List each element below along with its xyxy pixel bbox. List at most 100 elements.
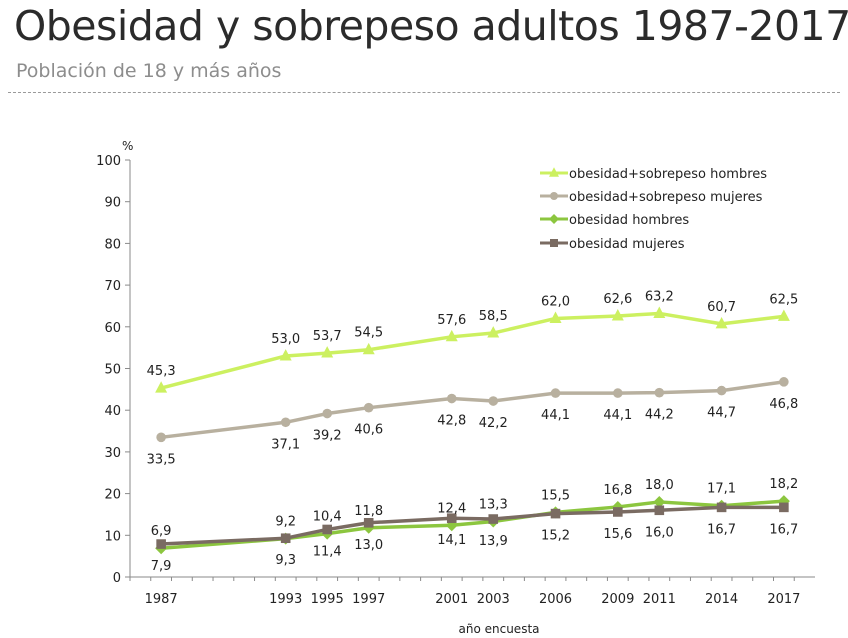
y-tick-label: 60 <box>104 321 121 336</box>
data-label: 37,1 <box>271 437 300 452</box>
y-tick-label: 100 <box>96 154 121 169</box>
data-point-square <box>716 502 727 513</box>
x-tick-label: 1987 <box>145 592 178 607</box>
data-point-diamond <box>549 214 559 224</box>
y-tick-label: 0 <box>113 571 121 586</box>
data-point-square <box>280 533 291 544</box>
data-point-square <box>322 524 332 535</box>
x-tick-label: 2014 <box>705 592 738 607</box>
x-tick-label: 1997 <box>352 592 385 607</box>
data-point-square <box>654 505 665 516</box>
data-point-circle <box>716 385 727 396</box>
data-label: 16,7 <box>769 522 798 537</box>
chart-series <box>155 306 790 555</box>
data-point-triangle <box>155 381 168 393</box>
series-line-0 <box>160 311 785 390</box>
y-tick-label: 30 <box>104 446 121 461</box>
y-tick-label: 40 <box>104 404 121 419</box>
x-tick-label: 1993 <box>269 592 302 607</box>
data-label: 15,6 <box>603 527 632 542</box>
data-point-circle <box>654 387 665 398</box>
data-point-circle <box>550 192 558 200</box>
data-label: 44,1 <box>541 408 570 423</box>
data-label: 39,2 <box>313 429 342 444</box>
series-line-1 <box>160 380 785 440</box>
data-point-square <box>156 539 166 549</box>
data-point-triangle <box>321 346 334 358</box>
data-label: 7,9 <box>151 559 172 574</box>
data-point-triangle <box>777 309 790 321</box>
data-label: 58,5 <box>479 309 508 324</box>
data-point-triangle <box>653 306 666 318</box>
data-label: 33,5 <box>147 452 176 467</box>
page-subtitle: Población de 18 y más años <box>16 60 282 82</box>
data-point-circle <box>322 408 332 419</box>
chart-legend: obesidad+sobrepeso hombres obesidad+sobre… <box>540 167 767 252</box>
data-label: 14,1 <box>437 533 466 548</box>
y-tick-label: 90 <box>104 196 121 211</box>
data-labels: 45,3 53,0 53,7 54,5 57,6 58,5 62,0 62,6 63,2 60,7… <box>147 289 799 574</box>
x-axis-title: año encuesta <box>459 622 540 636</box>
data-label: 10,4 <box>313 510 342 525</box>
data-label: 18,2 <box>769 477 798 492</box>
data-label: 11,8 <box>354 504 383 519</box>
data-label: 44,1 <box>603 408 632 423</box>
data-label: 53,0 <box>271 332 300 347</box>
x-tick-label: 2009 <box>601 592 634 607</box>
data-label: 53,7 <box>313 329 342 344</box>
legend-label: obesidad+sobrepeso mujeres <box>569 190 763 205</box>
x-tick-label: 2017 <box>767 592 800 607</box>
data-point-circle <box>156 432 166 443</box>
data-point-triangle <box>611 309 624 321</box>
chart-axes: 0 10 20 30 40 50 60 70 80 90 100% 1987 1993 1995 1997 2… <box>96 139 815 636</box>
data-point-square <box>779 502 789 513</box>
data-point-circle <box>779 377 789 387</box>
data-label: 42,2 <box>479 416 508 431</box>
data-point-triangle <box>362 342 375 355</box>
data-point-circle <box>488 396 499 406</box>
data-point-triangle <box>279 349 292 361</box>
data-point-square <box>363 517 374 528</box>
data-label: 44,2 <box>645 408 674 423</box>
x-tick-label: 2006 <box>539 592 572 607</box>
data-label: 57,6 <box>437 313 466 328</box>
data-label: 9,3 <box>275 553 296 568</box>
data-label: 6,9 <box>151 524 172 539</box>
legend-label: obesidad mujeres <box>569 237 685 252</box>
data-label: 16,7 <box>707 522 736 537</box>
data-label: 11,4 <box>313 544 342 559</box>
data-label: 62,6 <box>603 292 632 307</box>
data-label: 60,7 <box>707 300 736 315</box>
data-point-diamond <box>653 495 666 508</box>
y-tick-label: 20 <box>104 488 121 503</box>
data-label: 42,8 <box>437 414 466 429</box>
data-label: 15,2 <box>541 529 570 544</box>
data-label: 62,0 <box>541 294 570 309</box>
y-axis-unit: % <box>122 139 133 153</box>
data-point-triangle <box>487 326 500 338</box>
title-divider <box>8 92 840 93</box>
data-label: 54,5 <box>354 326 383 341</box>
x-tick-label: 1995 <box>311 592 344 607</box>
x-tick-label: 2011 <box>643 592 676 607</box>
data-point-square <box>550 239 558 247</box>
data-point-circle <box>613 388 623 398</box>
page-title: Obesidad y sobrepeso adultos 1987-2017 <box>14 2 848 50</box>
x-tick-label: 2001 <box>435 592 468 607</box>
data-point-square <box>613 507 623 517</box>
data-label: 16,8 <box>603 483 632 498</box>
data-point-triangle <box>549 311 562 323</box>
legend-label: obesidad+sobrepeso hombres <box>569 167 767 182</box>
data-label: 16,0 <box>645 525 674 540</box>
data-point-circle <box>363 402 374 413</box>
data-point-circle <box>446 393 457 404</box>
data-label: 18,0 <box>645 478 674 493</box>
data-point-circle <box>550 388 561 398</box>
data-label: 15,5 <box>541 488 570 503</box>
data-point-triangle <box>715 316 728 329</box>
data-point-triangle <box>445 329 458 342</box>
y-tick-label: 80 <box>104 237 121 252</box>
data-point-square <box>488 514 499 524</box>
data-label: 45,3 <box>147 364 176 379</box>
y-tick-label: 70 <box>104 279 121 294</box>
